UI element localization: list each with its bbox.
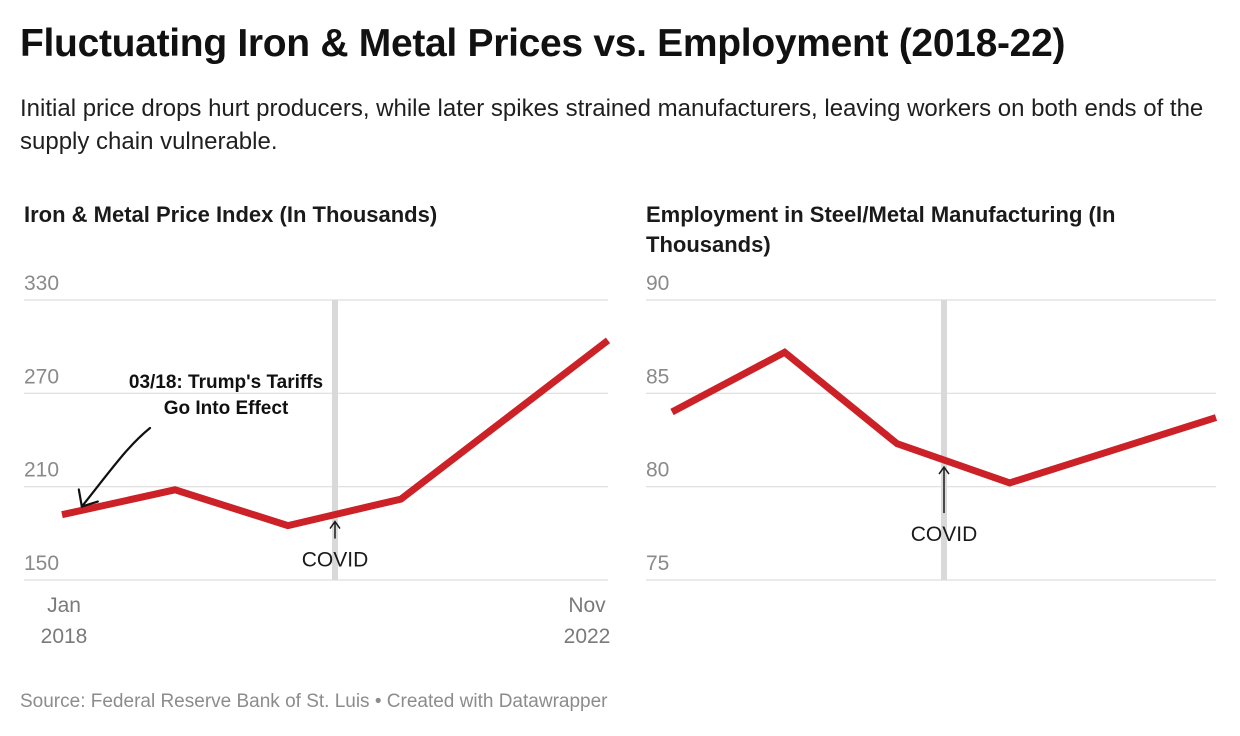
- right-chart: 90 85 80 75 COVID: [646, 272, 1218, 581]
- callout-text-line-2: Go Into Effect: [164, 398, 289, 419]
- y-tick-label: 210: [24, 459, 59, 482]
- chart-subtitle: Initial price drops hurt producers, whil…: [20, 95, 1204, 155]
- y-tick-label: 330: [24, 272, 59, 295]
- callout-arrow: [80, 426, 152, 508]
- callout-text-line-1: 03/18: Trump's Tariffs: [129, 372, 323, 393]
- covid-label: COVID: [911, 523, 978, 546]
- x-tick-label: 2022: [564, 625, 611, 648]
- x-tick-label: Jan: [47, 594, 81, 617]
- source-note: Source: Federal Reserve Bank of St. Luis…: [20, 691, 608, 712]
- chart-title: Fluctuating Iron & Metal Prices vs. Empl…: [20, 22, 1066, 65]
- x-tick-label: Nov: [568, 594, 606, 617]
- y-tick-label: 75: [646, 552, 669, 575]
- y-tick-label: 270: [24, 365, 59, 388]
- y-tick-label: 85: [646, 365, 669, 388]
- left-chart: 330 270 210 150 COVID 03/18: Trump's Tariffs G…: [24, 272, 610, 648]
- covid-label: COVID: [302, 549, 369, 572]
- y-tick-label: 80: [646, 459, 669, 482]
- left-series-line: [61, 337, 611, 530]
- callout-arrowhead: [77, 488, 99, 508]
- x-tick-label: 2018: [41, 625, 88, 648]
- right-series-line: [670, 348, 1218, 487]
- right-panel-title: Employment in Steel/Metal Manufacturing …: [646, 202, 1116, 257]
- y-tick-label: 150: [24, 552, 59, 575]
- covid-arrowhead: [938, 465, 950, 475]
- covid-arrowhead: [329, 520, 341, 529]
- y-tick-label: 90: [646, 272, 669, 295]
- left-panel-title: Iron & Metal Price Index (In Thousands): [24, 202, 438, 227]
